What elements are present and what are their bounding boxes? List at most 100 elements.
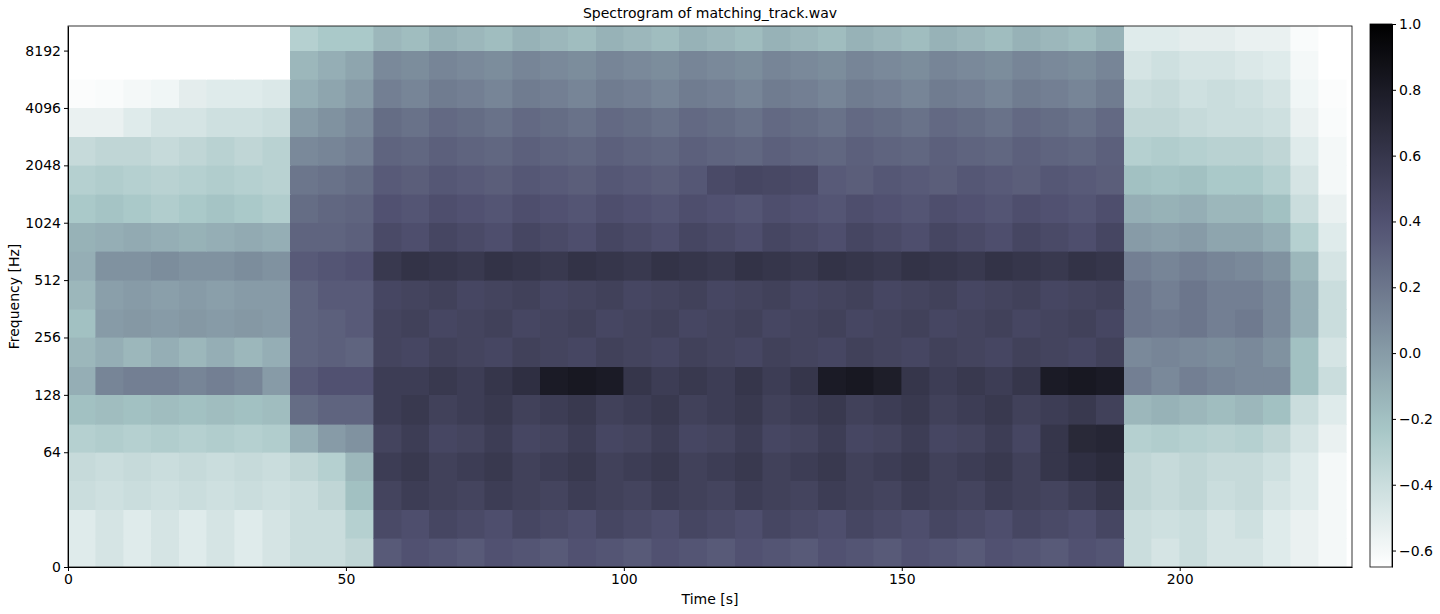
heatmap-cell — [652, 309, 680, 337]
heatmap-cell — [457, 309, 485, 337]
heatmap-cell — [429, 452, 457, 481]
y-tick-mark — [64, 165, 68, 166]
heatmap-cell — [179, 510, 207, 539]
heatmap-cell — [652, 424, 680, 452]
heatmap-cell — [1096, 424, 1124, 452]
heatmap-cell — [1041, 108, 1069, 137]
heatmap-cell — [263, 251, 291, 280]
heatmap-cell — [763, 309, 791, 337]
heatmap-cell — [290, 337, 318, 366]
heatmap-cell — [1013, 79, 1041, 108]
heatmap-cell — [485, 223, 513, 252]
heatmap-cell — [1124, 137, 1152, 166]
heatmap-cell — [1152, 309, 1180, 337]
heatmap-cell — [263, 367, 291, 395]
heatmap-cell — [513, 194, 541, 223]
heatmap-cell — [1124, 108, 1152, 137]
heatmap-cell — [735, 137, 763, 166]
heatmap-cell — [1235, 367, 1263, 395]
heatmap-cell — [96, 337, 124, 366]
heatmap-cell — [540, 309, 568, 337]
heatmap-cell — [624, 79, 652, 108]
heatmap-cell — [68, 452, 96, 481]
heatmap-cell — [624, 51, 652, 80]
heatmap-cell — [263, 280, 291, 309]
heatmap-cell — [568, 452, 596, 481]
y-axis-line — [68, 27, 69, 568]
heatmap-cell — [957, 223, 985, 252]
heatmap-cell — [96, 309, 124, 337]
heatmap-cell — [68, 51, 96, 80]
heatmap-cell — [429, 367, 457, 395]
heatmap-cell — [818, 251, 846, 280]
heatmap-cell — [596, 452, 624, 481]
heatmap-cell — [791, 223, 819, 252]
heatmap-cell — [1180, 79, 1208, 108]
heatmap-cell — [457, 452, 485, 481]
heatmap-cell — [1291, 337, 1319, 366]
heatmap-cell — [402, 424, 430, 452]
heatmap-cell — [263, 51, 291, 80]
heatmap-cell — [235, 367, 263, 395]
heatmap-cell — [290, 194, 318, 223]
heatmap-cell — [374, 367, 402, 395]
heatmap-cell — [679, 26, 707, 51]
heatmap-cell — [485, 79, 513, 108]
heatmap-cell — [568, 194, 596, 223]
heatmap-cell — [235, 165, 263, 194]
heatmap-cell — [957, 280, 985, 309]
heatmap-cell — [402, 510, 430, 539]
heatmap-cell — [96, 424, 124, 452]
heatmap-cell — [1207, 452, 1235, 481]
heatmap-cell — [346, 481, 374, 510]
colorbar-tick: 1.0 — [1392, 16, 1421, 32]
heatmap-cell — [151, 108, 179, 137]
heatmap-cell — [429, 251, 457, 280]
heatmap-cell — [1124, 165, 1152, 194]
heatmap-cell — [1235, 165, 1263, 194]
heatmap-cell — [1207, 137, 1235, 166]
heatmap-cell — [902, 538, 930, 567]
heatmap-cell — [179, 194, 207, 223]
heatmap-cell — [235, 481, 263, 510]
heatmap-cell — [263, 538, 291, 567]
heatmap-cell — [374, 538, 402, 567]
colorbar-tick-label: 0.0 — [1399, 345, 1421, 361]
heatmap-cell — [318, 194, 346, 223]
heatmap-cell — [540, 137, 568, 166]
heatmap-cell — [846, 79, 874, 108]
heatmap-cell — [1235, 309, 1263, 337]
colorbar-tick: 0.4 — [1392, 213, 1421, 229]
heatmap-cell — [263, 108, 291, 137]
heatmap-cell — [763, 194, 791, 223]
heatmap-cell — [207, 337, 235, 366]
heatmap-cell — [485, 337, 513, 366]
heatmap-cell — [985, 510, 1013, 539]
heatmap-cell — [1263, 137, 1291, 166]
heatmap-cell — [540, 51, 568, 80]
heatmap-cell — [735, 538, 763, 567]
y-tick-label: 512 — [34, 272, 61, 288]
heatmap-cell — [1041, 395, 1069, 424]
heatmap-cell — [235, 510, 263, 539]
heatmap-cell — [318, 51, 346, 80]
heatmap-cell — [96, 137, 124, 166]
heatmap-cell — [290, 51, 318, 80]
heatmap-cell — [902, 337, 930, 366]
heatmap-cell — [957, 481, 985, 510]
heatmap-cell — [652, 538, 680, 567]
heatmap-cell — [957, 79, 985, 108]
heatmap-cell — [374, 452, 402, 481]
heatmap-cell — [624, 452, 652, 481]
heatmap-cell — [763, 165, 791, 194]
heatmap-cell — [1263, 79, 1291, 108]
heatmap-cell — [124, 223, 152, 252]
y-axis: 0641282565121024204840968192 — [25, 27, 68, 575]
heatmap-cell — [818, 452, 846, 481]
heatmap-cell — [1096, 309, 1124, 337]
heatmap-cell — [568, 26, 596, 51]
heatmap-cell — [596, 510, 624, 539]
heatmap-cell — [874, 251, 902, 280]
heatmap-cell — [985, 137, 1013, 166]
heatmap-cell — [402, 165, 430, 194]
